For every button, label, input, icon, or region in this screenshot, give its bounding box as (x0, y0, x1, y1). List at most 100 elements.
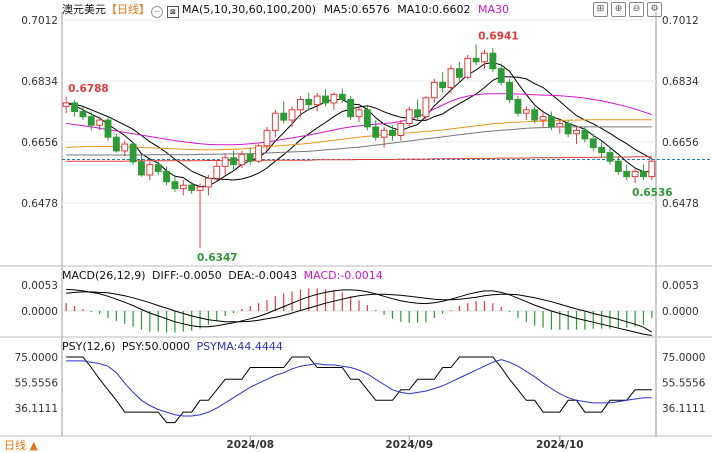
psy-tick-right: 55.5556 (662, 377, 706, 389)
candle-body (581, 129, 589, 140)
psy-value: PSY:50.0000 (121, 340, 190, 353)
ma-line-ma100 (66, 126, 652, 156)
candle-body (372, 126, 380, 138)
candle-body (196, 186, 204, 191)
candle-body (271, 112, 279, 131)
candle-body (598, 146, 606, 154)
macd-tick-left: 0.0000 (21, 306, 58, 318)
candle-body (246, 153, 254, 162)
ma5-value: MA5:0.6576 (323, 3, 390, 16)
crosshair-icon[interactable]: ⊞ (593, 2, 608, 17)
y-tick-label-right: 0.6834 (662, 76, 699, 88)
macd-tick-right: 0.0053 (662, 280, 699, 292)
candle-body (129, 143, 137, 163)
macd-tick-left: 0.0053 (21, 280, 58, 292)
psy-header: PSY(12,6) PSY:50.0000 PSYMA:44.4444 (62, 340, 283, 354)
candle-body (640, 170, 647, 178)
y-tick-label-right: 0.6656 (662, 137, 699, 149)
settings-icon[interactable]: ⚙ (647, 2, 662, 17)
candle-body (455, 68, 463, 78)
psyma-value: PSYMA:44.4444 (196, 340, 283, 353)
candle-body (564, 122, 572, 135)
candle-body (213, 165, 221, 179)
candle-body (263, 129, 271, 147)
psyma-line (66, 359, 652, 417)
macd-dea-line (66, 291, 653, 333)
y-tick-label-right: 0.6478 (662, 198, 699, 210)
ma10-value: MA10:0.6602 (397, 3, 471, 16)
macd-macd: MACD:-0.0014 (303, 269, 383, 282)
macd-tick-right: 0.0000 (662, 306, 699, 318)
candle-body (305, 99, 313, 106)
candle-body (614, 160, 622, 172)
candle-body (221, 157, 229, 167)
psy-tick-left: 75.0000 (15, 352, 58, 364)
candle-body (464, 57, 472, 78)
price-annotation: 0.6788 (68, 83, 109, 95)
y-tick-label-left: 0.7012 (21, 15, 58, 27)
candle-body (405, 109, 413, 124)
candle-body (472, 57, 480, 63)
candle-body (422, 97, 430, 118)
candle-body (87, 116, 95, 126)
period-tab[interactable]: 日线 ▲ (4, 439, 38, 452)
candle-body (255, 145, 263, 162)
macd-dea: DEA:-0.0043 (228, 269, 298, 282)
candle-body (489, 52, 497, 70)
ma30-value: MA30 (478, 3, 510, 16)
candle-body (71, 102, 78, 113)
candle-body (121, 143, 129, 152)
psy-tick-right: 75.0000 (662, 352, 705, 364)
candle-body (338, 93, 346, 101)
candle-body (79, 111, 87, 118)
y-tick-label-right: 0.7012 (662, 15, 699, 27)
price-annotation: 0.6347 (197, 252, 238, 264)
x-tick-label: 2024/10 (536, 439, 584, 451)
candle-body (397, 122, 405, 136)
candle-body (631, 170, 639, 178)
candle-body (322, 95, 329, 104)
psy-tick-right: 36.1111 (662, 403, 705, 415)
candle-body (531, 109, 539, 121)
candle-body (288, 109, 296, 121)
macd-label: MACD(26,12,9) (62, 269, 146, 282)
circle-minus-icon[interactable]: − (151, 6, 163, 18)
candle-body (389, 129, 396, 136)
y-tick-label-left: 0.6834 (21, 76, 58, 88)
candle-body (556, 122, 564, 128)
ma-line-ma30 (66, 93, 652, 146)
candle-body (297, 99, 304, 111)
period-label[interactable]: 【日线】 (106, 3, 150, 16)
candle-body (497, 68, 505, 83)
zoom-in-icon[interactable]: ⊕ (611, 2, 626, 17)
candle-body (104, 119, 112, 138)
psy-tick-left: 55.5556 (15, 377, 59, 389)
psy-label: PSY(12,6) (62, 340, 116, 353)
symbol-name: 澳元美元 (62, 3, 106, 16)
candle-body (280, 112, 288, 121)
ma-line-ma200 (66, 156, 652, 162)
candle-body (380, 129, 388, 138)
candle-body (112, 136, 120, 152)
candle-body (573, 129, 580, 135)
candle-body (363, 109, 371, 128)
candle-body (188, 184, 196, 191)
macd-diff-line (66, 288, 652, 336)
price-annotation: 0.6941 (478, 30, 519, 42)
macd-diff: DIFF:-0.0050 (152, 269, 222, 282)
candle-body (171, 181, 179, 190)
candle-body (355, 109, 363, 118)
candle-body (506, 81, 514, 101)
zoom-out-icon[interactable]: ⊖ (629, 2, 644, 17)
candle-body (330, 93, 338, 104)
candle-body (439, 81, 447, 89)
x-tick-label: 2024/09 (385, 439, 433, 451)
candle-body (146, 164, 154, 176)
ma-line-ma10 (66, 75, 653, 181)
candle-body (547, 116, 555, 128)
candle-body (522, 109, 530, 114)
ma-settings-icon[interactable]: ⊠ (167, 6, 179, 18)
candle-body (481, 52, 488, 63)
